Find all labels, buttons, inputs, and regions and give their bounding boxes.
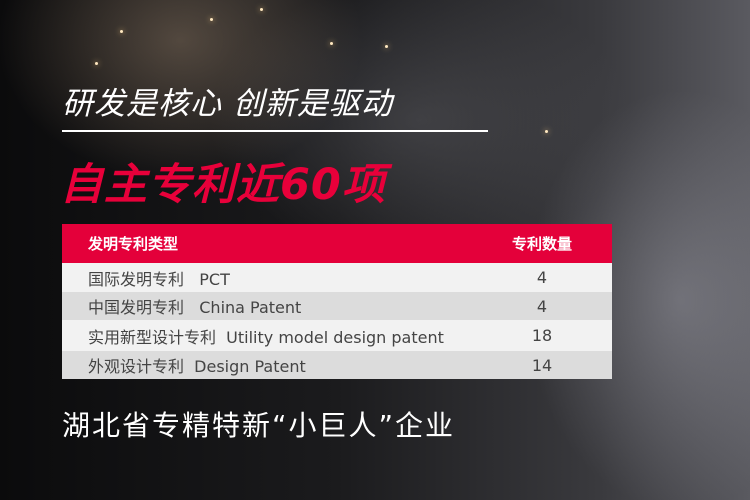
row-count: 18 bbox=[531, 326, 553, 345]
row-type: 实用新型设计专利 Utility model design patent bbox=[88, 327, 444, 347]
spark bbox=[545, 130, 548, 133]
table-row: 实用新型设计专利 Utility model design patent 18 bbox=[62, 320, 612, 351]
footer-title: 湖北省专精特新“小巨人”企业 bbox=[62, 409, 456, 442]
patent-table: 发明专利类型 专利数量 国际发明专利 PCT 4 中国发明专利 China Pa… bbox=[62, 224, 612, 379]
row-count: 4 bbox=[536, 296, 548, 316]
row-count: 14 bbox=[531, 355, 553, 375]
divider bbox=[62, 130, 488, 132]
spark bbox=[260, 8, 263, 11]
row-type: 国际发明专利 PCT bbox=[88, 269, 230, 289]
spark bbox=[385, 45, 388, 48]
spark bbox=[95, 62, 98, 65]
row-count: 4 bbox=[536, 268, 548, 287]
spark bbox=[330, 42, 333, 45]
spark bbox=[120, 30, 123, 33]
row-type: 外观设计专利 Design Patent bbox=[88, 357, 306, 376]
table-row: 中国发明专利 China Patent 4 bbox=[62, 292, 612, 320]
header-type: 发明专利类型 bbox=[88, 235, 179, 253]
table-header: 发明专利类型 专利数量 bbox=[62, 224, 612, 263]
slogan: 研发是核心 创新是驱动 bbox=[62, 86, 393, 122]
headline: 自主专利近60项 bbox=[60, 160, 386, 210]
header-count: 专利数量 bbox=[511, 235, 572, 253]
spark bbox=[210, 18, 213, 21]
table-row: 外观设计专利 Design Patent 14 bbox=[62, 351, 612, 379]
table-row: 国际发明专利 PCT 4 bbox=[62, 263, 612, 292]
row-type: 中国发明专利 China Patent bbox=[88, 298, 302, 317]
